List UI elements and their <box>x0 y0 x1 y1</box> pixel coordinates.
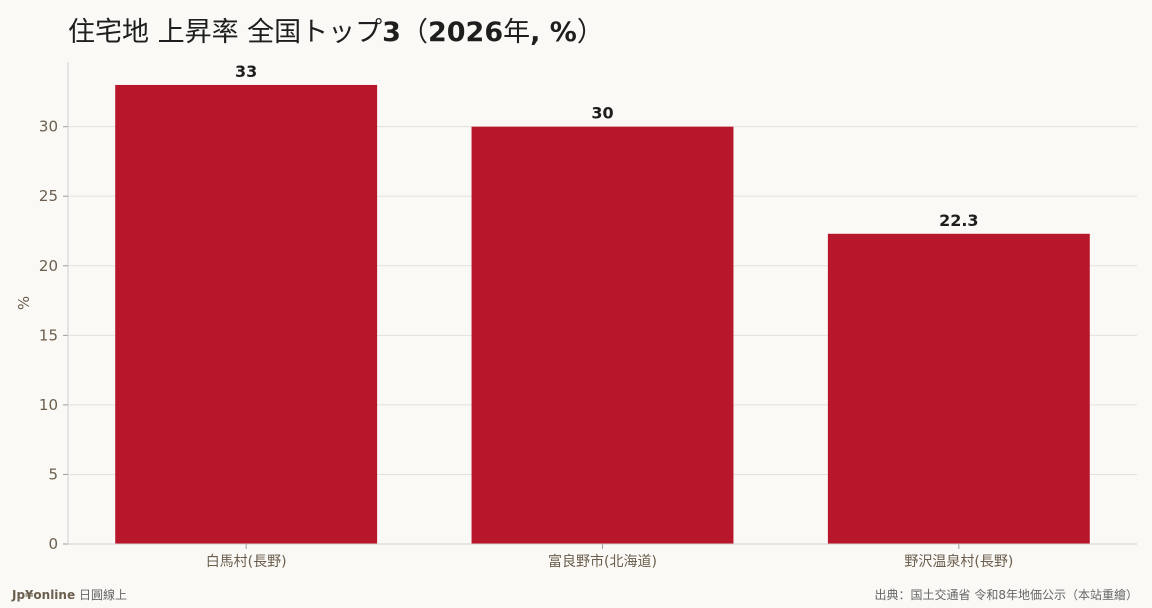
x-tick-label: 白馬村(長野) <box>206 554 287 570</box>
x-tick-label: 富良野市(北海道) <box>548 553 657 570</box>
source-note: 出典：国土交通省 令和8年地価公示（本站重繪） <box>874 588 1138 602</box>
brand-subtitle: 日圓線上 <box>78 588 127 602</box>
bar <box>827 233 1090 544</box>
data-label: 33 <box>235 62 257 81</box>
chart-title-paren-close: ） <box>576 17 604 48</box>
x-tick-label: 野沢温泉村(長野) <box>904 553 1013 570</box>
chart-title-year: 2026 <box>427 17 504 48</box>
labels: 0 5 10 15 20 25 30 33 白馬村(長野) 30 富良野市(北海道) 22.3 野沢温泉… <box>15 62 1013 570</box>
y-tick-label: 25 <box>39 187 58 205</box>
footer-brand: Jp¥online 日圓線上 <box>12 586 127 603</box>
y-tick-label: 5 <box>48 465 58 483</box>
chart-title-year-suffix: 年 <box>503 17 531 48</box>
axes <box>63 62 1137 549</box>
y-tick-label: 30 <box>39 118 58 136</box>
chart-title-paren-open: （ <box>400 17 428 48</box>
chart-title-unit: , % <box>530 17 577 48</box>
y-tick-label: 20 <box>39 257 58 275</box>
y-tick-label: 15 <box>39 326 58 344</box>
y-tick-label: 10 <box>39 396 58 414</box>
chart-title-rank: 3 <box>382 17 401 48</box>
brand-logo-text: Jp¥online <box>12 588 76 602</box>
data-label: 30 <box>591 104 613 123</box>
bar <box>471 126 734 544</box>
bars <box>115 84 1090 544</box>
bar <box>115 84 378 544</box>
y-axis-label: % <box>15 296 33 310</box>
chart-title-text: 住宅地 上昇率 全国トップ <box>68 17 383 48</box>
y-tick-label: 0 <box>48 535 58 553</box>
chart-title: 住宅地 上昇率 全国トップ3（2026年, %） <box>68 10 604 49</box>
data-label: 22.3 <box>939 211 978 230</box>
